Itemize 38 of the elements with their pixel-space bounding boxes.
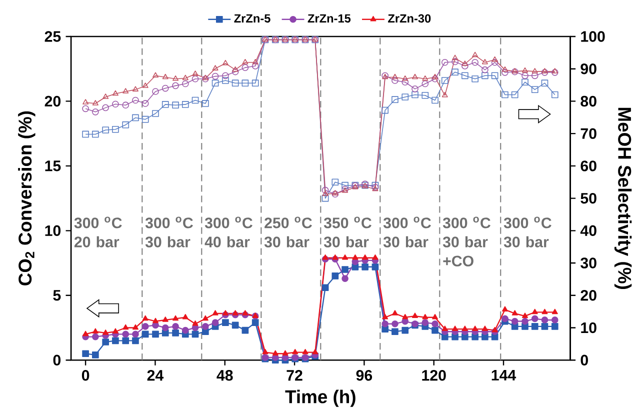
annotation: 300 $^{o}$C 30 bar bbox=[504, 216, 552, 248]
y-tick-label: 20 bbox=[44, 96, 61, 106]
y-tick-label: 10 bbox=[45, 225, 61, 236]
legend-label: ZrZn-30 bbox=[388, 14, 431, 22]
legend-label: ZrZn-15 bbox=[308, 14, 351, 22]
y2-tick-label: 100 bbox=[581, 30, 605, 42]
y-axis-title: CO$_{2}$ Conversion (%) bbox=[18, 111, 36, 286]
y2-axis-title: MeOH Selectivity (%) bbox=[614, 108, 632, 289]
legend-label: ZrZn-5 bbox=[234, 14, 270, 22]
x-tick-label: 48 bbox=[216, 370, 233, 381]
annotation: 300 $^{o}$C 20 bar bbox=[74, 216, 122, 248]
y2-tick-label: 10 bbox=[581, 322, 596, 333]
y2-tick-label: 60 bbox=[580, 160, 596, 172]
x-tick-label: 72 bbox=[286, 370, 302, 380]
annotation: 300 $^{o}$C 30 bar bbox=[383, 216, 431, 248]
annotation: 300 $^{o}$C 40 bar bbox=[204, 216, 252, 248]
x-tick-label: 24 bbox=[147, 370, 164, 380]
annotation: 350 $^{o}$C 30 bar bbox=[324, 216, 372, 248]
y2-tick-label: 50 bbox=[580, 192, 596, 204]
y2-tick-label: 20 bbox=[580, 290, 596, 301]
x-tick-label: 0 bbox=[82, 370, 90, 381]
x-tick-label: 144 bbox=[492, 370, 516, 380]
x-tick-label: 120 bbox=[422, 370, 446, 381]
y-tick-label: 0 bbox=[53, 354, 61, 366]
x-axis-title: Time (h) bbox=[285, 390, 356, 407]
y2-tick-label: 30 bbox=[580, 258, 596, 268]
annotation: 300 $^{o}$C 30 bar bbox=[145, 216, 193, 248]
x-tick-label: 96 bbox=[356, 370, 372, 381]
annotation: 300 $^{o}$C 30 bar +CO bbox=[442, 216, 490, 266]
y-tick-label: 25 bbox=[44, 30, 61, 42]
y-tick-label: 15 bbox=[45, 160, 61, 172]
y-tick-label: 5 bbox=[53, 290, 61, 300]
y2-tick-label: 90 bbox=[580, 63, 596, 74]
annotation: 250 $^{o}$C 30 bar bbox=[264, 216, 312, 248]
y2-tick-label: 40 bbox=[580, 225, 596, 236]
y2-tick-label: 0 bbox=[580, 354, 588, 366]
y2-tick-label: 70 bbox=[580, 128, 596, 139]
y2-tick-label: 80 bbox=[580, 96, 596, 106]
